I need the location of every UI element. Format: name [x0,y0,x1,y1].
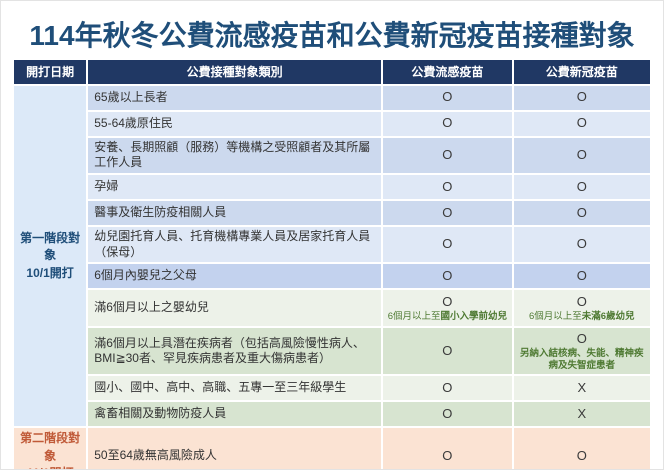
covid-mark: O [576,146,587,162]
table-row: 滿6個月以上具潛在疾病者（包括高風險慢性病人、BMI≧30者、罕見疾病患者及重大… [14,328,650,375]
covid-mark: O [576,236,587,252]
flu-cell: O [383,264,512,289]
category-cell: 55-64歲原住民 [88,111,382,136]
page-title: 114年秋冬公費流感疫苗和公費新冠疫苗接種對象 [29,20,635,51]
covid-mark: O [576,178,587,194]
flu-cell: O [383,328,512,375]
flu-mark: O [442,115,453,131]
covid-cell: X [513,376,650,401]
covid-cell: O [513,264,650,289]
covid-mark: O [576,89,587,105]
category-cell: 滿6個月以上之嬰幼兒 [88,290,382,327]
flu-mark: O [442,342,453,358]
covid-cell: O [513,85,650,110]
flu-note: 6個月以上至國小入學前幼兒 [387,310,507,322]
phase-2-cell: 第二階段對象 11/1開打 [14,428,87,469]
flu-mark: O [442,405,453,421]
flu-cell: O [383,226,512,263]
covid-cell: O [513,111,650,136]
header-covid-vaccine: 公費新冠疫苗 [513,59,650,84]
flu-cell: O [383,376,512,401]
flu-cell: O [383,200,512,225]
phase-1-label: 第一階段對象 [20,230,81,263]
flu-cell: O [383,111,512,136]
flu-cell: O 6個月以上至國小入學前幼兒 [383,290,512,327]
phase-1-date: 10/1開打 [26,265,74,280]
table-row: 滿6個月以上之嬰幼兒 O 6個月以上至國小入學前幼兒 O 6個月以上至未滿6歲幼… [14,290,650,327]
flu-mark: O [442,379,453,395]
covid-cell: O 6個月以上至未滿6歲幼兒 [513,290,650,327]
table-row: 第一階段對象 10/1開打 65歲以上長者 O O [14,85,650,427]
table-row: 安養、長期照顧（服務）等機構之受照顧者及其所屬工作人員 O O [14,137,650,173]
category-cell: 孕婦 [88,174,382,199]
covid-mark: O [576,115,587,131]
table-row: 禽畜相關及動物防疫人員 O X [14,402,650,427]
table-row: 6個月內嬰兒之父母 O O [14,264,650,289]
covid-mark: X [577,379,587,395]
covid-note: 另納入結核病、失能、精神疾病及失智症患者 [520,347,644,371]
phase-1-cell: 第一階段對象 10/1開打 [14,85,87,427]
header-flu-vaccine: 公費流感疫苗 [383,59,512,84]
covid-cell: O 另納入結核病、失能、精神疾病及失智症患者 [513,328,650,375]
category-cell: 國小、國中、高中、高職、五專一至三年級學生 [88,376,382,401]
category-cell: 禽畜相關及動物防疫人員 [88,402,382,427]
flu-mark: O [442,204,453,220]
covid-cell: O [513,200,650,225]
covid-mark: O [576,267,587,283]
flu-mark: O [442,89,453,105]
table-row: 第二階段對象 11/1開打 50至64歲無高風險成人 O O [14,428,650,469]
flu-cell: O [383,402,512,427]
flu-cell: O [383,85,512,110]
covid-note: 6個月以上至未滿6歲幼兒 [528,310,635,322]
covid-mark: X [577,405,587,421]
phase-2-label: 第二階段對象 [20,431,81,463]
covid-mark: O [576,293,587,309]
table-row: 幼兒園托育人員、托育機構專業人員及居家托育人員（保母） O O [14,226,650,263]
table-row: 醫事及衛生防疫相關人員 O O [14,200,650,225]
vaccine-eligibility-table: 開打日期 公費接種對象類別 公費流感疫苗 公費新冠疫苗 第一階段對象 10/1開… [12,58,652,469]
covid-mark: O [576,330,587,346]
flu-mark: O [442,236,453,252]
table-row: 孕婦 O O [14,174,650,199]
covid-cell: O [513,174,650,199]
category-cell: 滿6個月以上具潛在疾病者（包括高風險慢性病人、BMI≧30者、罕見疾病患者及重大… [88,328,382,375]
covid-mark: O [576,204,587,220]
covid-mark: O [576,447,587,463]
covid-cell: X [513,402,650,427]
phase-2-date: 11/1開打 [16,465,84,469]
table-row: 55-64歲原住民 O O [14,111,650,136]
header-category: 公費接種對象類別 [88,59,382,84]
covid-cell: O [513,137,650,173]
flu-cell: O [383,428,512,469]
flu-cell: O [383,174,512,199]
category-cell: 6個月內嬰兒之父母 [88,264,382,289]
category-cell: 50至64歲無高風險成人 [88,428,382,469]
category-cell: 65歲以上長者 [88,85,382,110]
category-cell: 幼兒園托育人員、托育機構專業人員及居家托育人員（保母） [88,226,382,263]
covid-cell: O [513,226,650,263]
flu-cell: O [383,137,512,173]
category-cell: 安養、長期照顧（服務）等機構之受照顧者及其所屬工作人員 [88,137,382,173]
flu-mark: O [442,267,453,283]
flu-mark: O [442,146,453,162]
flu-mark: O [442,447,453,463]
flu-mark: O [442,293,453,309]
category-cell: 醫事及衛生防疫相關人員 [88,200,382,225]
table-header-row: 開打日期 公費接種對象類別 公費流感疫苗 公費新冠疫苗 [14,59,650,84]
flu-mark: O [442,178,453,194]
covid-cell: O [513,428,650,469]
header-start-date: 開打日期 [14,59,87,84]
table-row: 國小、國中、高中、高職、五專一至三年級學生 O X [14,376,650,401]
